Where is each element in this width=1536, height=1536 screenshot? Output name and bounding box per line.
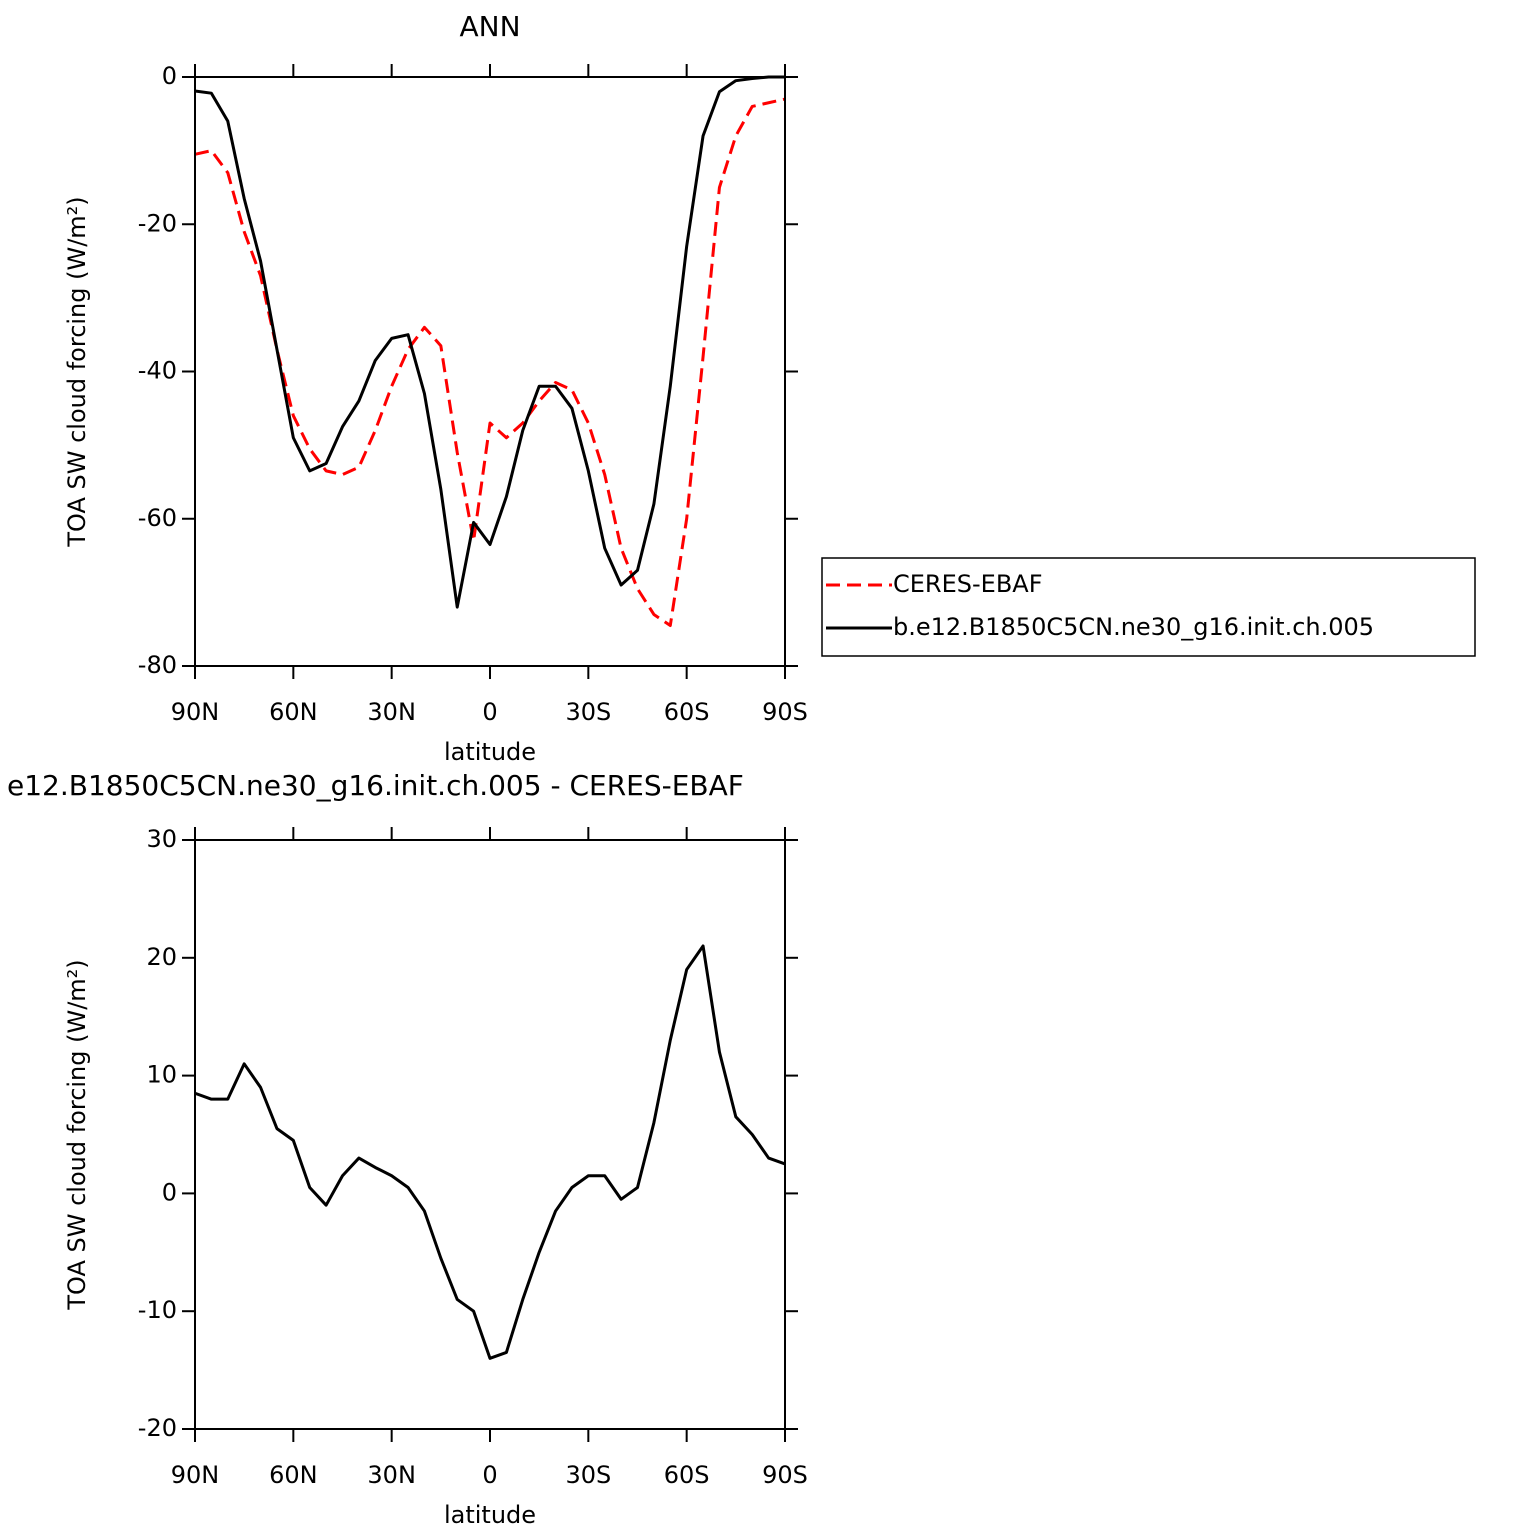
y-axis-label: TOA SW cloud forcing (W/m²) xyxy=(63,959,91,1310)
x-tick-label: 30N xyxy=(367,698,416,726)
x-tick-label: 60N xyxy=(269,698,318,726)
y-tick-label: -40 xyxy=(138,357,177,385)
data-line xyxy=(194,944,786,1360)
x-tick-label: 60S xyxy=(664,1461,710,1489)
x-axis-label: latitude xyxy=(444,738,536,766)
y-tick-label: -80 xyxy=(138,651,177,679)
x-tick-label: 90N xyxy=(171,698,220,726)
y-tick-label: -20 xyxy=(138,209,177,237)
x-tick-label: 90N xyxy=(171,1461,220,1489)
x-tick-label: 30S xyxy=(565,1461,611,1489)
y-tick-label: 10 xyxy=(146,1061,177,1089)
x-tick-label: 90S xyxy=(762,698,808,726)
x-tick-label: 60S xyxy=(664,698,710,726)
y-tick-label: -20 xyxy=(138,1414,177,1442)
x-tick-label: 90S xyxy=(762,1461,808,1489)
x-axis-label: latitude xyxy=(444,1501,536,1529)
data-line xyxy=(194,75,785,609)
y-tick-label: 0 xyxy=(162,62,177,90)
legend-label: b.e12.B1850C5CN.ne30_g16.init.ch.005 xyxy=(893,613,1374,641)
data-line xyxy=(194,97,786,628)
plot-frame xyxy=(194,839,786,1430)
y-axis-label: TOA SW cloud forcing (W/m²) xyxy=(63,196,91,547)
x-tick-label: 60N xyxy=(269,1461,318,1489)
chart-title: e12.B1850C5CN.ne30_g16.init.ch.005 - CER… xyxy=(7,769,744,802)
legend-label: CERES-EBAF xyxy=(893,570,1043,598)
x-tick-label: 30S xyxy=(565,698,611,726)
legend-box xyxy=(821,557,1476,657)
y-tick-label: 20 xyxy=(146,943,177,971)
x-tick-label: 30N xyxy=(367,1461,416,1489)
y-tick-label: 0 xyxy=(162,1178,177,1206)
x-tick-label: 0 xyxy=(482,698,497,726)
plot-frame xyxy=(194,76,786,667)
chart-title: ANN xyxy=(459,10,520,43)
x-tick-label: 0 xyxy=(482,1461,497,1489)
y-tick-label: -10 xyxy=(138,1296,177,1324)
y-tick-label: -60 xyxy=(138,504,177,532)
y-tick-label: 30 xyxy=(146,825,177,853)
